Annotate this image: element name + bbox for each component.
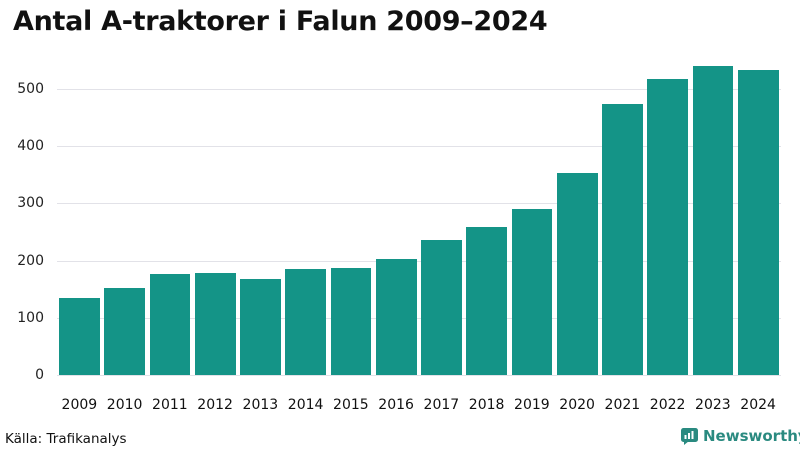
bar-2021 (602, 104, 643, 375)
x-tick-label: 2015 (333, 397, 369, 413)
brand-logo: Newsworthy (681, 427, 800, 445)
gridline (57, 317, 781, 319)
x-tick-label: 2011 (152, 397, 188, 413)
x-tick-label: 2020 (559, 397, 595, 413)
y-tick-label: 200 (17, 252, 44, 269)
y-tick-label: 0 (35, 367, 44, 383)
x-tick-label: 2018 (468, 397, 505, 413)
x-tick-label: 2022 (649, 397, 686, 413)
x-tick-label: 2024 (740, 397, 776, 413)
bar-2018 (466, 227, 507, 375)
bar-2016 (375, 259, 417, 375)
x-tick-label: 2014 (287, 397, 324, 413)
y-tick-label: 100 (17, 309, 44, 326)
bar-2014 (285, 269, 326, 375)
x-tick-label: 2019 (514, 397, 550, 413)
y-tick-label: 300 (17, 195, 44, 212)
bar-2017 (421, 239, 462, 375)
bar-2019 (511, 208, 553, 375)
bar-2010 (104, 287, 145, 375)
gridline (57, 146, 781, 147)
y-tick-label: 400 (17, 138, 44, 154)
x-tick-label: 2010 (106, 397, 143, 413)
bar-chart-speech-bubble-icon (681, 427, 698, 445)
bar-2011 (149, 273, 191, 375)
bar-2013 (240, 279, 281, 375)
x-tick-label: 2017 (423, 397, 460, 413)
bar-2024 (737, 70, 779, 375)
bar-2020 (556, 173, 598, 375)
x-tick-label: 2012 (197, 397, 233, 413)
x-tick-label: 2021 (604, 397, 641, 413)
gridline (57, 375, 781, 376)
bar-2012 (194, 272, 236, 375)
x-tick-label: 2013 (242, 397, 279, 413)
x-tick-label: 2009 (61, 397, 98, 413)
bar-2009 (59, 297, 100, 375)
bar-2022 (647, 79, 688, 375)
y-tick-label: 500 (17, 80, 44, 97)
gridline (57, 203, 781, 205)
chart-title: Antal A-traktorer i Falun 2009–2024 (13, 6, 548, 37)
bar-2015 (330, 267, 372, 375)
gridline (57, 88, 781, 90)
bar-2023 (692, 66, 734, 375)
x-tick-label: 2023 (695, 397, 731, 413)
plot-area (57, 60, 781, 376)
brand-name: Newsworthy (703, 427, 800, 445)
source-note: Källa: Trafikanalys (5, 431, 127, 447)
x-tick-label: 2016 (378, 397, 414, 413)
gridline (57, 260, 781, 262)
